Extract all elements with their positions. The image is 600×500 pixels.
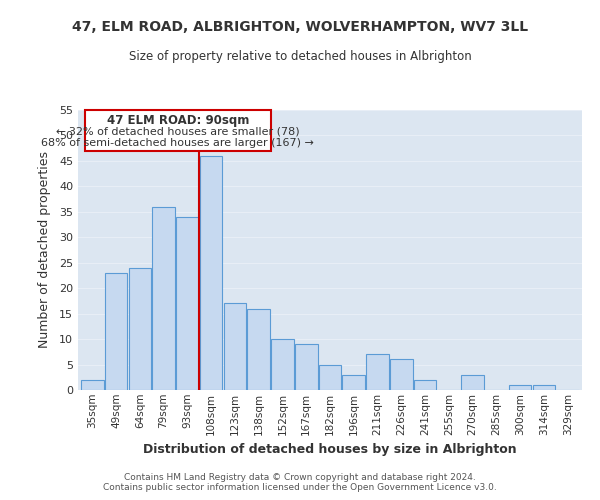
Bar [176, 217, 199, 390]
Bar [200, 156, 223, 390]
Y-axis label: Number of detached properties: Number of detached properties [38, 152, 50, 348]
Bar [533, 385, 555, 390]
X-axis label: Distribution of detached houses by size in Albrighton: Distribution of detached houses by size … [143, 443, 517, 456]
Bar [128, 268, 151, 390]
FancyBboxPatch shape [85, 110, 271, 150]
Text: Contains HM Land Registry data © Crown copyright and database right 2024.: Contains HM Land Registry data © Crown c… [124, 474, 476, 482]
Bar [224, 304, 246, 390]
Text: 47, ELM ROAD, ALBRIGHTON, WOLVERHAMPTON, WV7 3LL: 47, ELM ROAD, ALBRIGHTON, WOLVERHAMPTON,… [72, 20, 528, 34]
Bar [295, 344, 317, 390]
Text: 68% of semi-detached houses are larger (167) →: 68% of semi-detached houses are larger (… [41, 138, 314, 148]
Text: Contains public sector information licensed under the Open Government Licence v3: Contains public sector information licen… [103, 484, 497, 492]
Bar [81, 380, 104, 390]
Text: ← 32% of detached houses are smaller (78): ← 32% of detached houses are smaller (78… [56, 126, 299, 136]
Bar [105, 273, 127, 390]
Bar [152, 206, 175, 390]
Text: 47 ELM ROAD: 90sqm: 47 ELM ROAD: 90sqm [107, 114, 249, 127]
Text: Size of property relative to detached houses in Albrighton: Size of property relative to detached ho… [128, 50, 472, 63]
Bar [461, 374, 484, 390]
Bar [390, 360, 413, 390]
Bar [509, 385, 532, 390]
Bar [366, 354, 389, 390]
Bar [343, 374, 365, 390]
Bar [319, 364, 341, 390]
Bar [414, 380, 436, 390]
Bar [247, 308, 270, 390]
Bar [271, 339, 294, 390]
